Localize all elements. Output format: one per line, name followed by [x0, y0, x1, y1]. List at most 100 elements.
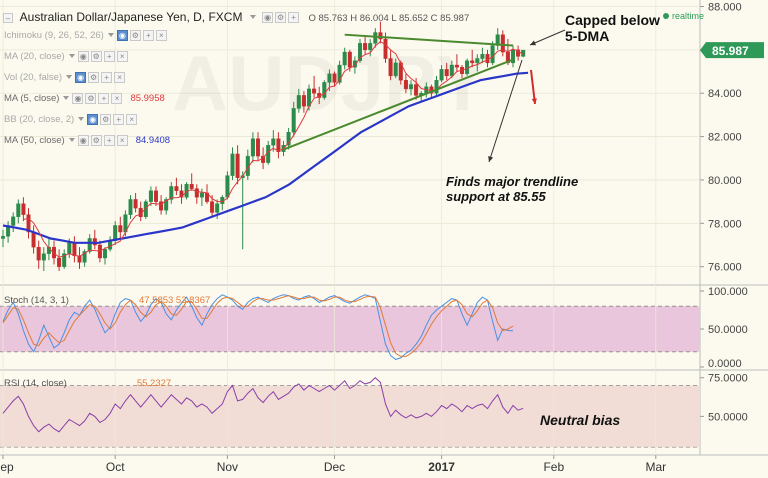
add-icon[interactable]: + — [103, 50, 115, 62]
candle[interactable] — [403, 73, 408, 94]
candle[interactable] — [368, 39, 373, 57]
candle[interactable] — [291, 101, 296, 137]
candle[interactable] — [434, 75, 439, 96]
candle[interactable] — [480, 47, 485, 63]
candle[interactable] — [322, 80, 327, 100]
chevron-down-icon[interactable] — [78, 116, 85, 121]
candle[interactable] — [296, 88, 301, 113]
add-icon[interactable]: + — [113, 113, 125, 125]
settings-icon[interactable]: ⚙ — [88, 71, 100, 83]
close-icon[interactable]: × — [116, 50, 128, 62]
candle[interactable] — [57, 249, 62, 271]
close-icon[interactable]: × — [126, 113, 138, 125]
close-icon[interactable]: × — [111, 92, 123, 104]
candle[interactable] — [475, 54, 480, 72]
candle[interactable] — [159, 195, 164, 215]
candle[interactable] — [388, 49, 393, 81]
add-icon[interactable]: + — [142, 29, 154, 41]
candle[interactable] — [454, 54, 459, 72]
candle[interactable] — [1, 229, 5, 248]
candle[interactable] — [332, 71, 337, 87]
indicator-row[interactable]: BB (20, close, 2) ◉ ⚙ + × — [4, 113, 139, 126]
eye-icon[interactable]: ◉ — [77, 134, 89, 146]
candle[interactable] — [92, 229, 97, 250]
add-icon[interactable]: + — [288, 12, 300, 24]
settings-icon[interactable]: ⚙ — [275, 12, 287, 24]
eye-icon[interactable]: ◉ — [116, 29, 128, 41]
candle[interactable] — [245, 149, 250, 180]
candle[interactable] — [143, 199, 148, 219]
candle[interactable] — [373, 28, 378, 48]
settings-icon[interactable]: ⚙ — [100, 113, 112, 125]
candle[interactable] — [128, 195, 133, 219]
close-icon[interactable]: × — [114, 71, 126, 83]
candle[interactable] — [500, 30, 505, 57]
candle[interactable] — [26, 208, 31, 239]
settings-icon[interactable]: ⚙ — [90, 50, 102, 62]
candle[interactable] — [342, 47, 347, 70]
candle[interactable] — [439, 65, 444, 83]
candle[interactable] — [409, 80, 414, 96]
candle[interactable] — [301, 91, 306, 113]
collapse-icon[interactable]: – — [3, 12, 13, 23]
candle[interactable] — [189, 173, 194, 191]
candle[interactable] — [6, 221, 11, 243]
close-icon[interactable]: × — [155, 29, 167, 41]
candle[interactable] — [465, 58, 470, 76]
settings-icon[interactable]: ⚙ — [90, 134, 102, 146]
candle[interactable] — [179, 184, 184, 204]
add-icon[interactable]: + — [103, 134, 115, 146]
settings-icon[interactable]: ⚙ — [129, 29, 141, 41]
candle[interactable] — [286, 127, 291, 150]
chevron-down-icon[interactable] — [107, 32, 114, 37]
candle[interactable] — [444, 62, 449, 81]
chevron-down-icon[interactable] — [68, 137, 75, 142]
candle[interactable] — [378, 21, 383, 44]
candle[interactable] — [516, 45, 521, 61]
indicator-row[interactable]: MA (20, close) ◉ ⚙ + × — [4, 50, 130, 63]
candle[interactable] — [256, 132, 261, 161]
candle[interactable] — [113, 221, 118, 245]
candle[interactable] — [414, 78, 419, 100]
candle[interactable] — [250, 132, 255, 163]
candle[interactable] — [470, 49, 475, 68]
candle[interactable] — [153, 186, 158, 206]
candle[interactable] — [449, 60, 454, 79]
eye-icon[interactable]: ◉ — [262, 12, 274, 24]
candle[interactable] — [108, 236, 113, 252]
candle[interactable] — [164, 197, 169, 215]
candle[interactable] — [312, 75, 317, 98]
candle[interactable] — [31, 225, 36, 254]
chevron-down-icon[interactable] — [68, 53, 75, 58]
candle[interactable] — [194, 184, 199, 204]
indicator-row[interactable]: Vol (20, false) ◉ ⚙ + × — [4, 71, 127, 84]
candle[interactable] — [148, 186, 153, 206]
candle[interactable] — [72, 236, 77, 263]
add-icon[interactable]: + — [101, 71, 113, 83]
candle[interactable] — [169, 182, 174, 204]
eye-icon[interactable]: ◉ — [87, 113, 99, 125]
candle[interactable] — [495, 28, 500, 50]
candle[interactable] — [240, 171, 245, 250]
candle[interactable] — [21, 197, 26, 222]
candle[interactable] — [82, 249, 87, 267]
candle[interactable] — [133, 192, 138, 213]
candle[interactable] — [220, 195, 225, 211]
eye-icon[interactable]: ◉ — [77, 50, 89, 62]
eye-icon[interactable]: ◉ — [72, 92, 84, 104]
candle[interactable] — [235, 145, 240, 185]
chevron-down-icon[interactable] — [66, 74, 73, 79]
eye-icon[interactable]: ◉ — [75, 71, 87, 83]
candle[interactable] — [41, 247, 46, 271]
candle[interactable] — [138, 201, 143, 222]
candle[interactable] — [230, 147, 235, 180]
candle[interactable] — [36, 240, 41, 269]
candle[interactable] — [118, 216, 123, 239]
candle[interactable] — [358, 39, 363, 63]
candle[interactable] — [363, 36, 368, 55]
indicator-row[interactable]: Ichimoku (9, 26, 52, 26) ◉ ⚙ + × — [4, 29, 169, 42]
candle[interactable] — [77, 247, 82, 269]
candle[interactable] — [199, 188, 204, 206]
candle[interactable] — [393, 58, 398, 79]
